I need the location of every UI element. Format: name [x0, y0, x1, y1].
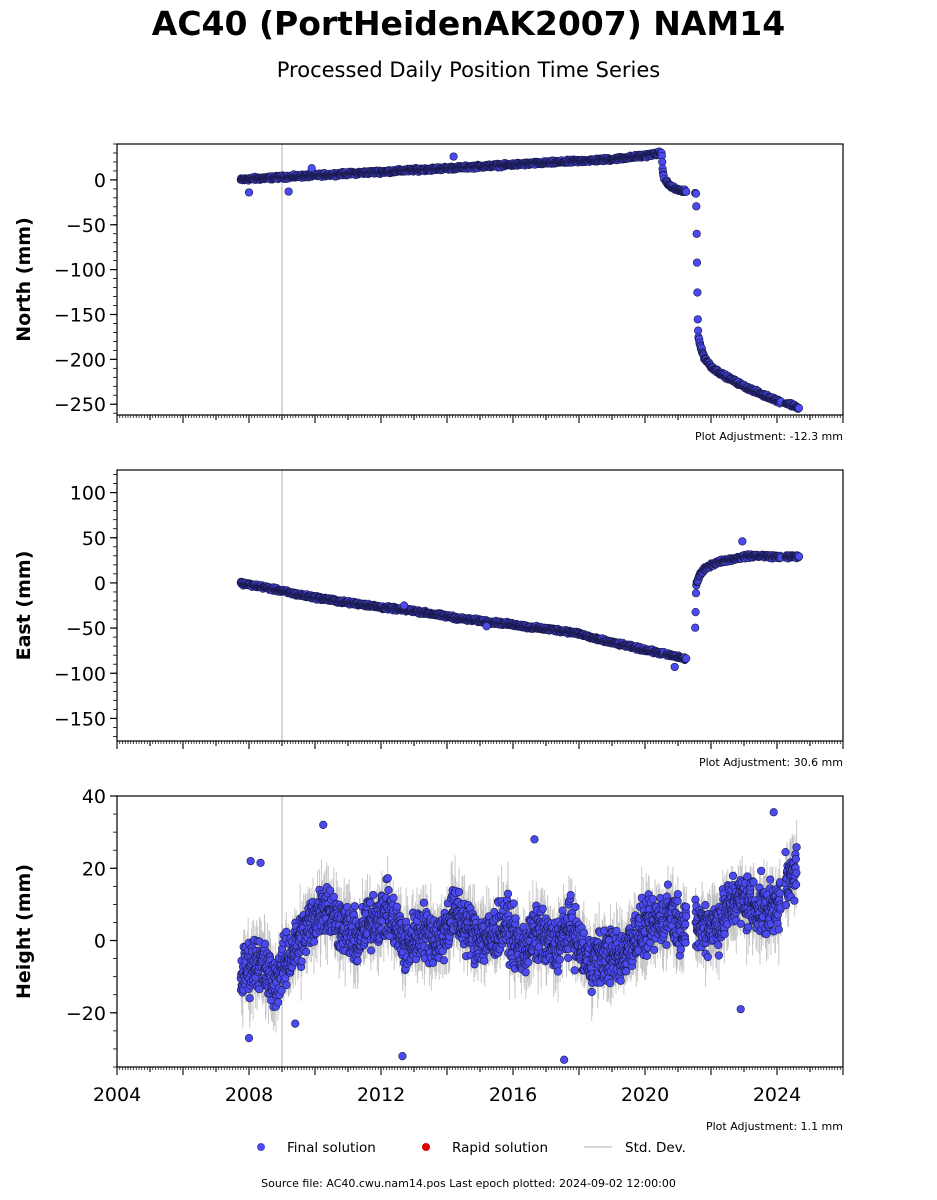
height-data-point: [260, 939, 270, 949]
east-ylabel: East (mm): [13, 551, 35, 661]
chart-subtitle: Processed Daily Position Time Series: [276, 58, 661, 82]
north-outlier-point: [307, 164, 316, 173]
east-plot-area: [236, 470, 804, 741]
east-data-point: [794, 552, 804, 561]
north-panel: 0 −50 −100 −150 −200 −250 North (mm) Plot Adjus…: [13, 143, 844, 443]
north-outlier-point: [449, 152, 458, 161]
east-ytick-label: −100: [54, 663, 106, 685]
north-ytick-label: 0: [94, 170, 106, 192]
east-outlier-point: [738, 537, 747, 546]
chart-title: AC40 (PortHeidenAK2007) NAM14: [151, 4, 786, 43]
height-data-point: [277, 986, 286, 995]
east-ytick-label: −50: [66, 618, 106, 640]
height-data-point: [245, 994, 254, 1003]
east-ytick-label: 0: [94, 573, 106, 595]
east-outlier-point: [482, 622, 491, 631]
north-ytick-label: −150: [54, 304, 106, 326]
east-outlier-point: [400, 601, 409, 610]
north-data-point: [682, 187, 691, 196]
east-plot-adjustment: Plot Adjustment: 30.6 mm: [699, 756, 843, 769]
north-data-point: [691, 189, 701, 198]
north-data-point: [692, 229, 701, 238]
north-outlier-point: [284, 187, 293, 196]
north-data-point: [693, 288, 702, 297]
north-ytick-label: −50: [66, 215, 106, 237]
height-data-point: [282, 927, 291, 937]
east-data-point: [691, 589, 701, 598]
north-data-point: [693, 315, 702, 324]
north-axes-frame: [116, 143, 844, 416]
north-ytick-label: −100: [54, 260, 106, 282]
height-data-point: [255, 985, 264, 994]
east-axes-frame: [116, 469, 844, 742]
east-outlier-point: [670, 662, 679, 672]
north-plot-adjustment: Plot Adjustment: -12.3 mm: [695, 430, 843, 443]
north-data-point: [794, 403, 804, 413]
height-data-point: [282, 980, 291, 990]
east-panel: 100 50 0 −50 −100 −150 East (mm) Plot Adjustmen…: [13, 469, 844, 769]
east-data-point: [691, 607, 700, 617]
east-ytick-label: −150: [54, 708, 106, 730]
north-data-point: [692, 258, 702, 267]
north-outlier-point: [244, 188, 254, 197]
east-ytick-label: 50: [82, 528, 106, 550]
east-ytick-label: 100: [70, 483, 106, 505]
height-plot-area: [236, 796, 801, 1067]
north-ytick-label: −200: [54, 349, 106, 371]
east-data-point: [691, 623, 700, 632]
height-data-point: [274, 998, 283, 1007]
north-ylabel: North (mm): [13, 217, 35, 342]
north-data-point: [692, 202, 701, 211]
north-plot-area: [236, 144, 804, 415]
east-data-point: [682, 654, 691, 663]
height-data-point: [297, 957, 306, 966]
height-data-point: [302, 947, 311, 957]
north-ytick-label: −250: [54, 394, 106, 416]
